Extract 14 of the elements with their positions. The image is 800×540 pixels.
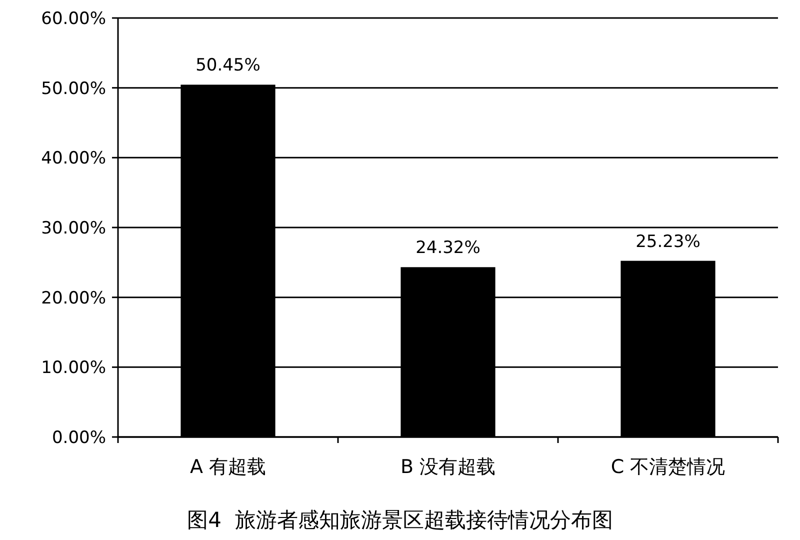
x-tick-label: C 不清楚情况	[610, 456, 726, 478]
data-label: 25.23%	[636, 232, 700, 252]
y-tick-label: 50.00%	[41, 78, 106, 99]
y-tick-label: 0.00%	[52, 428, 106, 448]
y-tick-label: 40.00%	[41, 148, 106, 169]
y-tick-label: 60.00%	[41, 9, 106, 29]
data-label: 24.32%	[416, 238, 480, 258]
text: 图4 旅游者感知旅游景区超载接待情况分布图	[187, 508, 613, 532]
y-tick-label: 10.00%	[41, 358, 106, 378]
y-tick-label: 20.00%	[41, 288, 106, 308]
x-tick-label: B 没有超载	[400, 456, 496, 478]
data-label: 50.45%	[196, 56, 260, 76]
y-tick-label: 30.00%	[41, 218, 106, 238]
x-tick-label: A 有超载	[190, 456, 266, 478]
